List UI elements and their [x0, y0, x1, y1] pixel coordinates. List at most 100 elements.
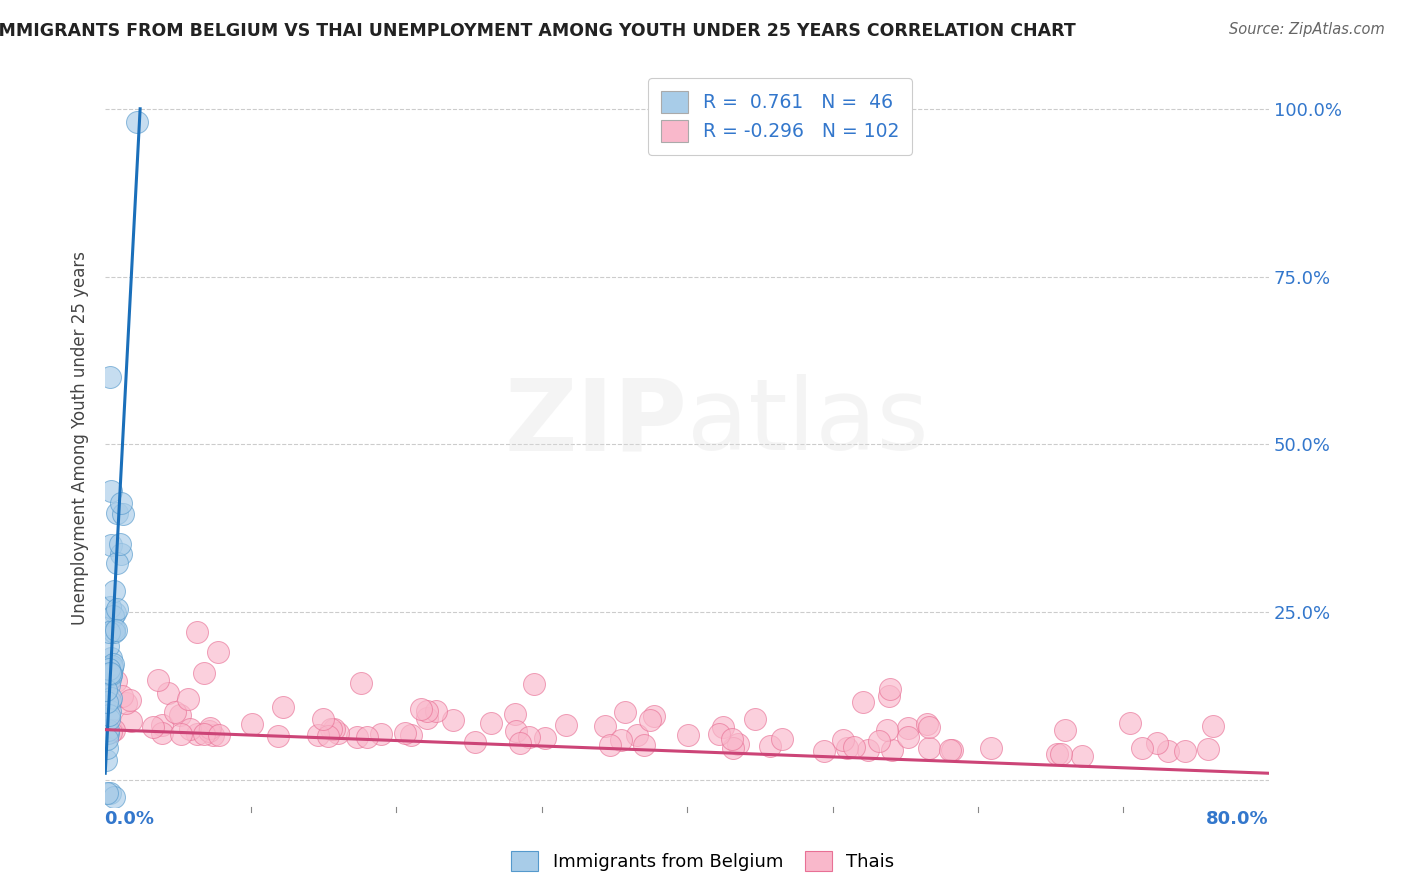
Point	[96, 683, 118, 698]
Point	[643, 709, 665, 723]
Point	[409, 702, 432, 716]
Point	[169, 708, 191, 723]
Y-axis label: Unemployment Among Youth under 25 years: Unemployment Among Youth under 25 years	[72, 251, 89, 624]
Point	[1049, 747, 1071, 762]
Point	[505, 706, 527, 721]
Point	[104, 624, 127, 638]
Point	[721, 740, 744, 755]
Point	[96, 753, 118, 767]
Point	[517, 730, 540, 744]
Point	[97, 723, 120, 737]
Point	[170, 727, 193, 741]
Point	[266, 729, 288, 743]
Point	[103, 622, 125, 636]
Point	[97, 708, 120, 723]
Point	[1197, 741, 1219, 756]
Point	[721, 731, 744, 746]
Point	[441, 713, 464, 727]
Point	[100, 538, 122, 552]
Point	[150, 718, 173, 732]
Point	[97, 639, 120, 653]
Point	[110, 547, 132, 561]
Text: 80.0%: 80.0%	[1206, 810, 1270, 828]
Point	[1130, 741, 1153, 756]
Point	[105, 602, 128, 616]
Point	[1201, 719, 1223, 733]
Point	[464, 734, 486, 748]
Point	[593, 719, 616, 733]
Point	[638, 713, 661, 727]
Point	[349, 676, 371, 690]
Point	[523, 677, 546, 691]
Point	[1146, 737, 1168, 751]
Point	[97, 678, 120, 692]
Point	[198, 721, 221, 735]
Point	[98, 370, 121, 384]
Point	[917, 720, 939, 734]
Point	[100, 667, 122, 681]
Point	[835, 741, 858, 756]
Point	[880, 743, 903, 757]
Point	[1174, 744, 1197, 758]
Point	[897, 722, 920, 736]
Point	[98, 665, 121, 680]
Point	[103, 606, 125, 620]
Point	[100, 691, 122, 706]
Point	[416, 704, 439, 718]
Point	[852, 695, 875, 709]
Point	[98, 705, 121, 719]
Point	[479, 715, 502, 730]
Point	[707, 727, 730, 741]
Point	[103, 624, 125, 639]
Point	[856, 742, 879, 756]
Point	[98, 694, 121, 708]
Legend: Immigrants from Belgium, Thais: Immigrants from Belgium, Thais	[505, 844, 901, 879]
Point	[770, 732, 793, 747]
Point	[505, 723, 527, 738]
Point	[312, 713, 335, 727]
Point	[96, 741, 118, 756]
Point	[186, 727, 208, 741]
Point	[425, 704, 447, 718]
Point	[319, 722, 342, 736]
Point	[599, 738, 621, 752]
Point	[150, 726, 173, 740]
Point	[98, 672, 121, 686]
Point	[114, 696, 136, 710]
Point	[110, 496, 132, 510]
Point	[100, 484, 122, 499]
Point	[918, 741, 941, 756]
Point	[163, 705, 186, 719]
Point	[356, 730, 378, 744]
Point	[727, 738, 749, 752]
Point	[1156, 744, 1178, 758]
Point	[370, 727, 392, 741]
Point	[328, 726, 350, 740]
Point	[98, 786, 121, 800]
Point	[759, 739, 782, 753]
Point	[198, 723, 221, 738]
Point	[813, 744, 835, 758]
Point	[100, 650, 122, 665]
Point	[98, 625, 121, 640]
Point	[832, 733, 855, 747]
Point	[613, 705, 636, 719]
Point	[202, 727, 225, 741]
Point	[1046, 747, 1069, 762]
Point	[509, 736, 531, 750]
Point	[240, 716, 263, 731]
Point	[678, 728, 700, 742]
Point	[127, 115, 149, 129]
Point	[980, 741, 1002, 756]
Point	[98, 667, 121, 681]
Point	[108, 537, 131, 551]
Point	[879, 690, 901, 704]
Point	[876, 723, 898, 737]
Point	[186, 625, 208, 640]
Point	[97, 726, 120, 740]
Point	[307, 728, 329, 742]
Point	[1070, 749, 1092, 764]
Point	[322, 723, 344, 737]
Point	[103, 723, 125, 737]
Text: 0.0%: 0.0%	[104, 810, 153, 828]
